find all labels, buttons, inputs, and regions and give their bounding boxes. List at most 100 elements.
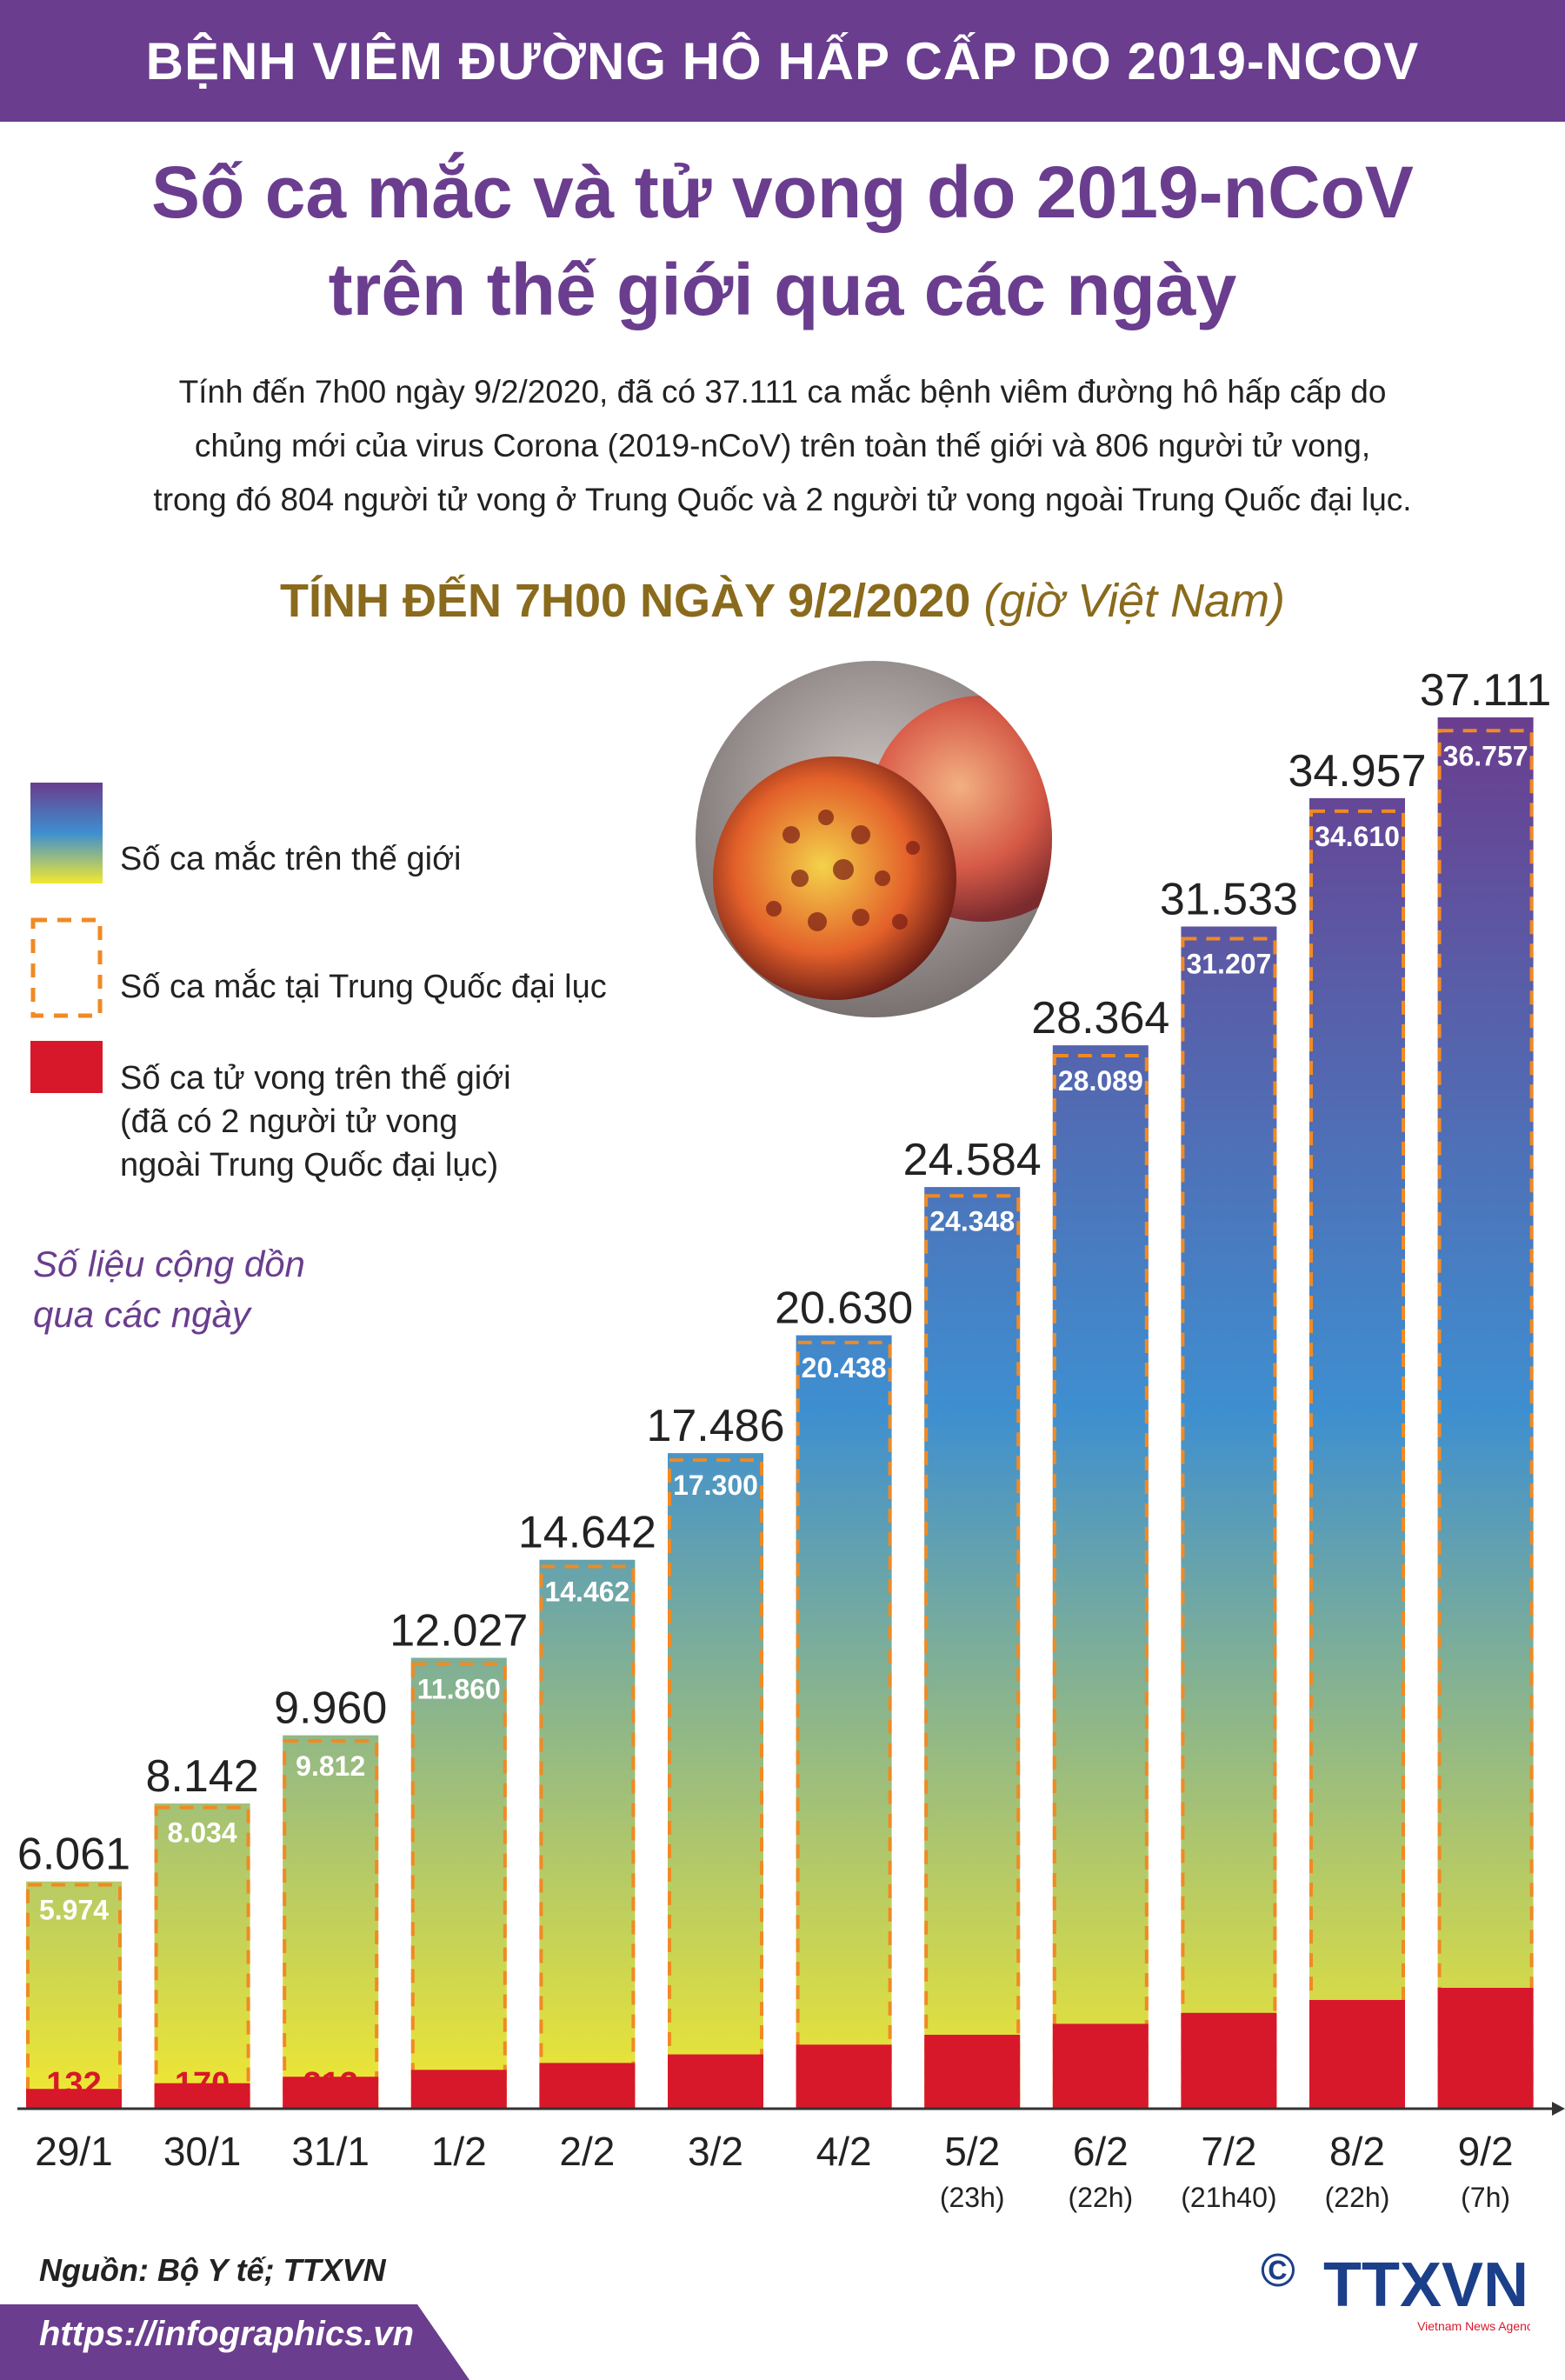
bar-world-cases [796, 1335, 892, 2109]
bar-deaths [26, 2089, 122, 2109]
legend-china-label: Số ca mắc tại Trung Quốc đại lục [120, 969, 607, 1005]
description-line-1: Tính đến 7h00 ngày 9/2/2020, đã có 37.11… [178, 374, 1387, 410]
subheading-timezone: (giờ Việt Nam) [983, 575, 1286, 627]
bar-deaths [668, 2054, 763, 2109]
label-deaths: 132 [46, 2066, 101, 2103]
bar-world-cases [668, 1453, 763, 2109]
label-deaths: 806 [1458, 2066, 1513, 2103]
label-china-cases: 36.757 [1443, 740, 1528, 771]
legend-world-label: Số ca mắc trên thế giới [120, 841, 462, 877]
legend-deaths-label: Số ca tử vong trên thế giới (đã có 2 ngư… [120, 1057, 511, 1187]
bar-china-cases [539, 1564, 636, 2110]
bar-world-cases [924, 1187, 1021, 2109]
label-world-cases: 31.533 [1160, 874, 1298, 924]
label-china-cases: 5.974 [39, 1894, 109, 1925]
label-deaths: 566 [1073, 2066, 1128, 2103]
legend-deaths-swatch [30, 1041, 103, 1093]
footer-url[interactable]: https://infographics.vn [39, 2315, 415, 2353]
logo-text: TTXVN [1323, 2250, 1528, 2320]
bar-china-cases [410, 1662, 507, 2109]
label-deaths: 305 [560, 2066, 615, 2103]
bar-deaths [410, 2070, 507, 2109]
bar-deaths [924, 2034, 1021, 2109]
description: Tính đến 7h00 ngày 9/2/2020, đã có 37.11… [52, 365, 1513, 527]
label-china-cases: 9.812 [296, 1750, 365, 1782]
bar-china-cases [1052, 1053, 1149, 2109]
x-axis-arrow [1552, 2102, 1565, 2116]
label-deaths: 213 [303, 2066, 357, 2103]
cumulative-note-line-1: Số liệu cộng dồn [33, 1243, 305, 1284]
footer-bar-tail [417, 2304, 470, 2380]
legend-deaths-line-2: (đã có 2 người tử vong [120, 1103, 458, 1140]
x-tick-sublabel: (22h) [1068, 2182, 1133, 2213]
x-tick-label: 7/2 [1201, 2129, 1256, 2174]
label-world-cases: 8.142 [146, 1751, 259, 1802]
label-china-cases: 31.207 [1186, 949, 1271, 980]
source-note: Nguồn: Bộ Y tế; TTXVN [39, 2252, 386, 2288]
label-world-cases: 24.584 [903, 1135, 1042, 1185]
cumulative-note: Số liệu cộng dồn qua các ngày [33, 1239, 433, 1340]
x-tick-label: 6/2 [1073, 2129, 1129, 2174]
subheading-date: TÍNH ĐẾN 7H00 NGÀY 9/2/2020 [279, 575, 971, 627]
copyright-symbol: © [1261, 2244, 1295, 2297]
bar-deaths [1181, 2012, 1277, 2109]
label-world-cases: 28.364 [1031, 993, 1169, 1043]
legend-deaths-line-1: Số ca tử vong trên thế giới [120, 1060, 511, 1097]
bar-china-cases [1181, 937, 1277, 2110]
description-line-2: chủng mới của virus Corona (2019-nCoV) t… [194, 428, 1371, 463]
label-china-cases: 24.348 [929, 1205, 1015, 1237]
x-tick-sublabel: (7h) [1461, 2182, 1510, 2213]
label-china-cases: 11.860 [417, 1674, 501, 1705]
label-world-cases: 9.960 [274, 1683, 387, 1734]
bar-world-cases [1437, 717, 1534, 2109]
legend-deaths-line-3: ngoài Trung Quốc đại lục) [120, 1147, 499, 1183]
label-deaths: 725 [1329, 2066, 1384, 2103]
label-world-cases: 34.957 [1288, 746, 1426, 797]
x-tick-label: 8/2 [1329, 2129, 1385, 2174]
bar-world-cases [1052, 1045, 1149, 2109]
legend-world-swatch [30, 783, 103, 883]
label-world-cases: 17.486 [646, 1401, 784, 1451]
x-tick-sublabel: (23h) [940, 2182, 1005, 2213]
x-tick-label: 29/1 [35, 2129, 113, 2174]
bar-deaths [154, 2083, 250, 2109]
bar-world-cases [154, 1803, 250, 2109]
x-tick-label: 3/2 [688, 2129, 743, 2174]
x-tick-label: 30/1 [163, 2129, 242, 2174]
x-tick-label: 1/2 [431, 2129, 487, 2174]
bar-china-cases [154, 1805, 250, 2109]
cumulative-note-line-2: qua các ngày [33, 1294, 250, 1335]
label-world-cases: 12.027 [390, 1605, 528, 1656]
label-china-cases: 14.462 [544, 1576, 629, 1607]
x-tick-label: 5/2 [944, 2129, 1000, 2174]
title-line-1: Số ca mắc và tử vong do 2019-nCoV [151, 151, 1414, 233]
ttxvn-logo: TTXVN Vietnam News Agency [1323, 2250, 1530, 2333]
x-tick-label: 31/1 [291, 2129, 370, 2174]
label-deaths: 639 [1202, 2066, 1256, 2103]
bar-world-cases [410, 1657, 507, 2109]
bar-deaths [796, 2044, 892, 2109]
x-tick-label: 4/2 [816, 2129, 872, 2174]
bar-deaths [539, 2063, 636, 2109]
label-deaths: 170 [175, 2066, 230, 2103]
x-tick-label: 2/2 [559, 2129, 615, 2174]
bar-deaths [1052, 2023, 1149, 2109]
description-line-3: trong đó 804 người tử vong ở Trung Quốc … [153, 482, 1412, 517]
label-world-cases: 6.061 [17, 1830, 130, 1880]
label-deaths: 427 [816, 2066, 871, 2103]
label-deaths: 493 [944, 2066, 999, 2103]
bar-world-cases [1181, 926, 1277, 2109]
label-world-cases: 14.642 [518, 1508, 656, 1558]
bar-world-cases [1309, 797, 1405, 2109]
virus-illustration [696, 661, 1052, 1017]
label-world-cases: 20.630 [775, 1283, 913, 1334]
label-china-cases: 17.300 [673, 1470, 758, 1501]
label-deaths: 362 [688, 2066, 743, 2103]
bar-world-cases [283, 1735, 379, 2109]
bar-world-cases [26, 1881, 122, 2109]
x-tick-sublabel: (22h) [1325, 2182, 1390, 2213]
label-world-cases: 37.111 [1420, 665, 1551, 716]
header-banner: BỆNH VIÊM ĐƯỜNG HÔ HẤP CẤP DO 2019-NCOV [0, 0, 1565, 122]
chart-subheading: TÍNH ĐẾN 7H00 NGÀY 9/2/2020 (giờ Việt Na… [0, 574, 1565, 628]
label-deaths: 259 [431, 2066, 486, 2103]
